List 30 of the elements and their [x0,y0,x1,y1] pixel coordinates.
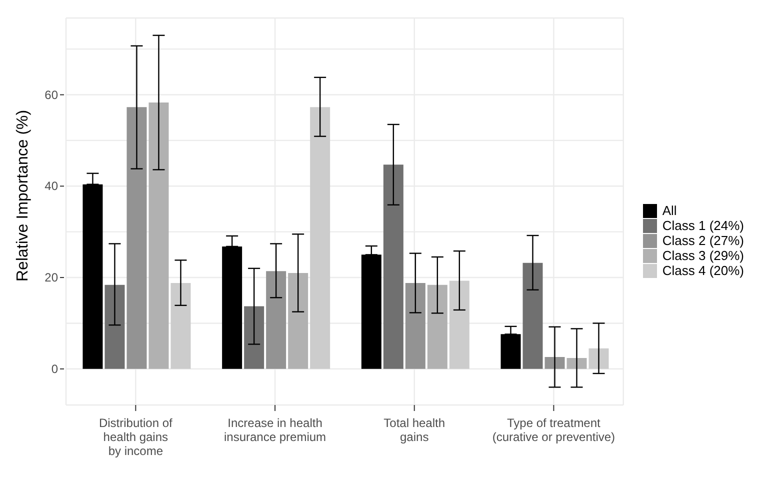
legend-label: Class 2 (27%) [662,233,744,248]
bar [588,348,609,369]
x-tick-label: Total health gains [384,416,446,444]
bar [566,358,587,369]
y-tick-label: 40 [44,179,58,194]
legend-label: All [662,203,677,218]
bar [126,107,147,369]
y-axis-title: Relative Importance (%) [14,110,32,282]
bar [449,280,470,369]
bar [148,102,169,369]
bar [104,284,125,369]
x-tick-label: Increase in health insurance premium [224,416,326,444]
y-tick-label: 20 [44,270,58,285]
legend-label: Class 3 (29%) [662,248,744,263]
x-tick-label: Distribution of health gains by income [98,416,174,458]
bar [288,272,308,369]
bar [405,283,426,369]
y-tick-label: 0 [51,362,58,376]
bar [383,164,404,369]
legend-label: Class 4 (20%) [662,263,744,278]
legend-label: Class 1 (24%) [662,218,744,233]
bar [266,271,286,369]
bar [522,262,543,369]
bar [244,306,264,369]
y-tick-label: 60 [44,88,58,102]
x-tick-label: Type of treatment (curative or preventive) [492,416,616,444]
bar [544,357,565,369]
bar [427,284,448,369]
bar [310,107,330,369]
bar [170,283,191,369]
